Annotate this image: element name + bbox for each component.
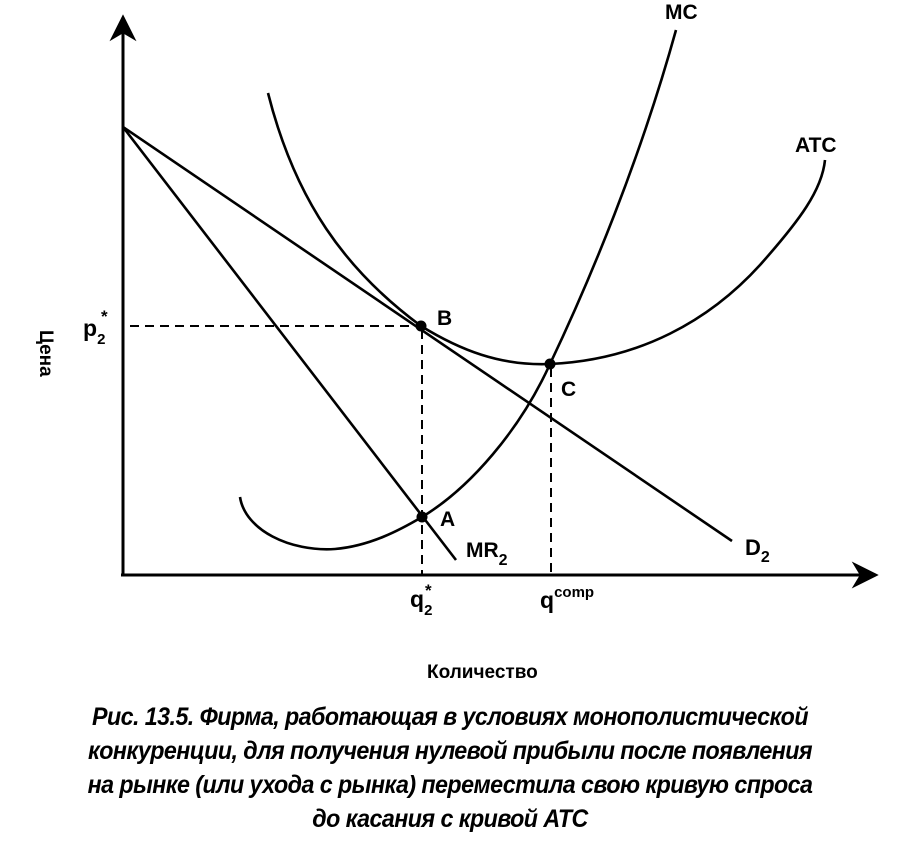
mc-label: MC [665, 1, 698, 24]
point-c-dot [544, 358, 556, 370]
caption-line-2: конкуренции, для получения нулевой прибы… [88, 737, 813, 765]
point-b-dot [415, 320, 427, 332]
demand-label: D2 [745, 535, 770, 566]
monopolistic-competition-diagram: B A C MC ATC D2 MR2 p2 * q2 * qcomp Цена… [35, 1, 879, 683]
marginal-cost-curve [238, 29, 678, 551]
q-star-label: q2 [410, 586, 432, 619]
point-a-dot [416, 511, 428, 523]
demand-curve-d2 [122, 125, 733, 543]
atc-label: ATC [795, 134, 837, 157]
q-star-asterisk: * [425, 581, 432, 600]
point-b-label: B [437, 307, 452, 330]
caption-line-4: до касания с кривой ATC [312, 805, 588, 833]
caption-line-3: на рынке (или ухода с рынка) переместила… [87, 771, 813, 799]
p-star-label: p2 [83, 315, 105, 348]
point-a-label: A [440, 508, 455, 531]
point-c-label: C [561, 378, 576, 401]
mr-label: MR2 [466, 539, 508, 569]
caption-line-1: Рис. 13.5. Фирма, работающая в условиях … [92, 703, 809, 731]
average-total-cost-curve [266, 92, 827, 366]
marginal-revenue-curve-mr2 [121, 126, 458, 561]
q-comp-label: qcomp [540, 584, 594, 613]
y-axis-title: Цена [35, 330, 56, 377]
p-star-asterisk: * [101, 307, 108, 326]
x-axis-title: Количество [427, 662, 538, 683]
figure-caption: Рис. 13.5. Фирма, работающая в условиях … [32, 700, 869, 836]
